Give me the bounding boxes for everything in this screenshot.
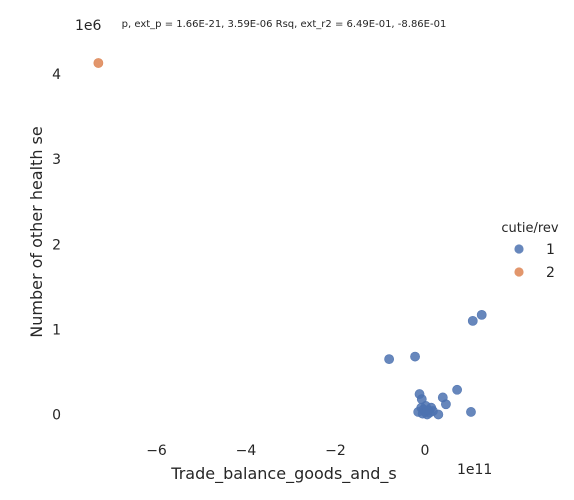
x-tick-label: −6 xyxy=(146,443,167,459)
data-point-series-1 xyxy=(441,399,451,410)
x-offset-label: 1e11 xyxy=(457,462,492,478)
x-tick-label: 0 xyxy=(420,443,429,459)
data-point-series-1 xyxy=(466,407,476,417)
y-axis-label: Number of other health se xyxy=(27,126,46,338)
x-tick-label: −2 xyxy=(325,443,346,459)
legend-title: cutie/rev xyxy=(501,221,559,236)
chart-title: p, ext_p = 1.66E-21, 3.59E-06 Rsq, ext_r… xyxy=(122,19,447,30)
legend-label: 2 xyxy=(546,265,555,281)
y-ticks: 0 1 2 3 4 xyxy=(52,67,61,423)
legend-label: 1 xyxy=(546,242,555,258)
x-tick-label: −4 xyxy=(236,443,257,459)
data-point-series-1 xyxy=(420,401,431,411)
legend: cutie/rev 12 xyxy=(501,221,559,281)
data-point-series-1 xyxy=(410,351,420,362)
legend-marker xyxy=(514,244,524,254)
data-point-series-1 xyxy=(467,315,478,326)
data-point-series-1 xyxy=(384,354,395,365)
legend-marker xyxy=(514,267,524,277)
y-tick-label: 4 xyxy=(52,67,61,83)
y-offset-label: 1e6 xyxy=(75,18,102,34)
data-point-series-2 xyxy=(93,58,104,68)
data-point-series-1 xyxy=(433,409,444,420)
x-ticks: −6 −4 −2 0 xyxy=(146,443,429,459)
y-tick-label: 2 xyxy=(52,237,61,253)
x-axis-label: Trade_balance_goods_and_s xyxy=(170,464,396,484)
data-points xyxy=(93,58,487,420)
y-tick-label: 0 xyxy=(52,407,61,423)
data-point-series-1 xyxy=(476,309,487,320)
legend-entries: 12 xyxy=(514,242,555,281)
data-point-series-1 xyxy=(452,384,463,395)
y-tick-label: 3 xyxy=(52,152,61,168)
y-tick-label: 1 xyxy=(52,322,61,338)
